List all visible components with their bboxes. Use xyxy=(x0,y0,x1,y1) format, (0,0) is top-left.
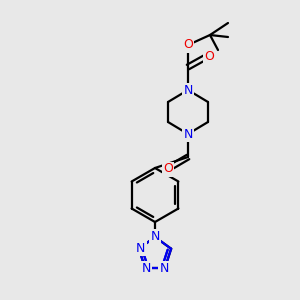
Text: O: O xyxy=(163,163,173,176)
Text: O: O xyxy=(204,50,214,62)
Text: N: N xyxy=(183,83,193,97)
Text: O: O xyxy=(183,38,193,52)
Text: O: O xyxy=(183,38,193,52)
Text: N: N xyxy=(141,262,151,275)
Text: N: N xyxy=(150,230,160,242)
Text: N: N xyxy=(183,128,193,140)
Text: O: O xyxy=(163,163,173,176)
Text: N: N xyxy=(136,242,146,255)
Text: N: N xyxy=(159,262,169,275)
Text: O: O xyxy=(204,50,214,62)
